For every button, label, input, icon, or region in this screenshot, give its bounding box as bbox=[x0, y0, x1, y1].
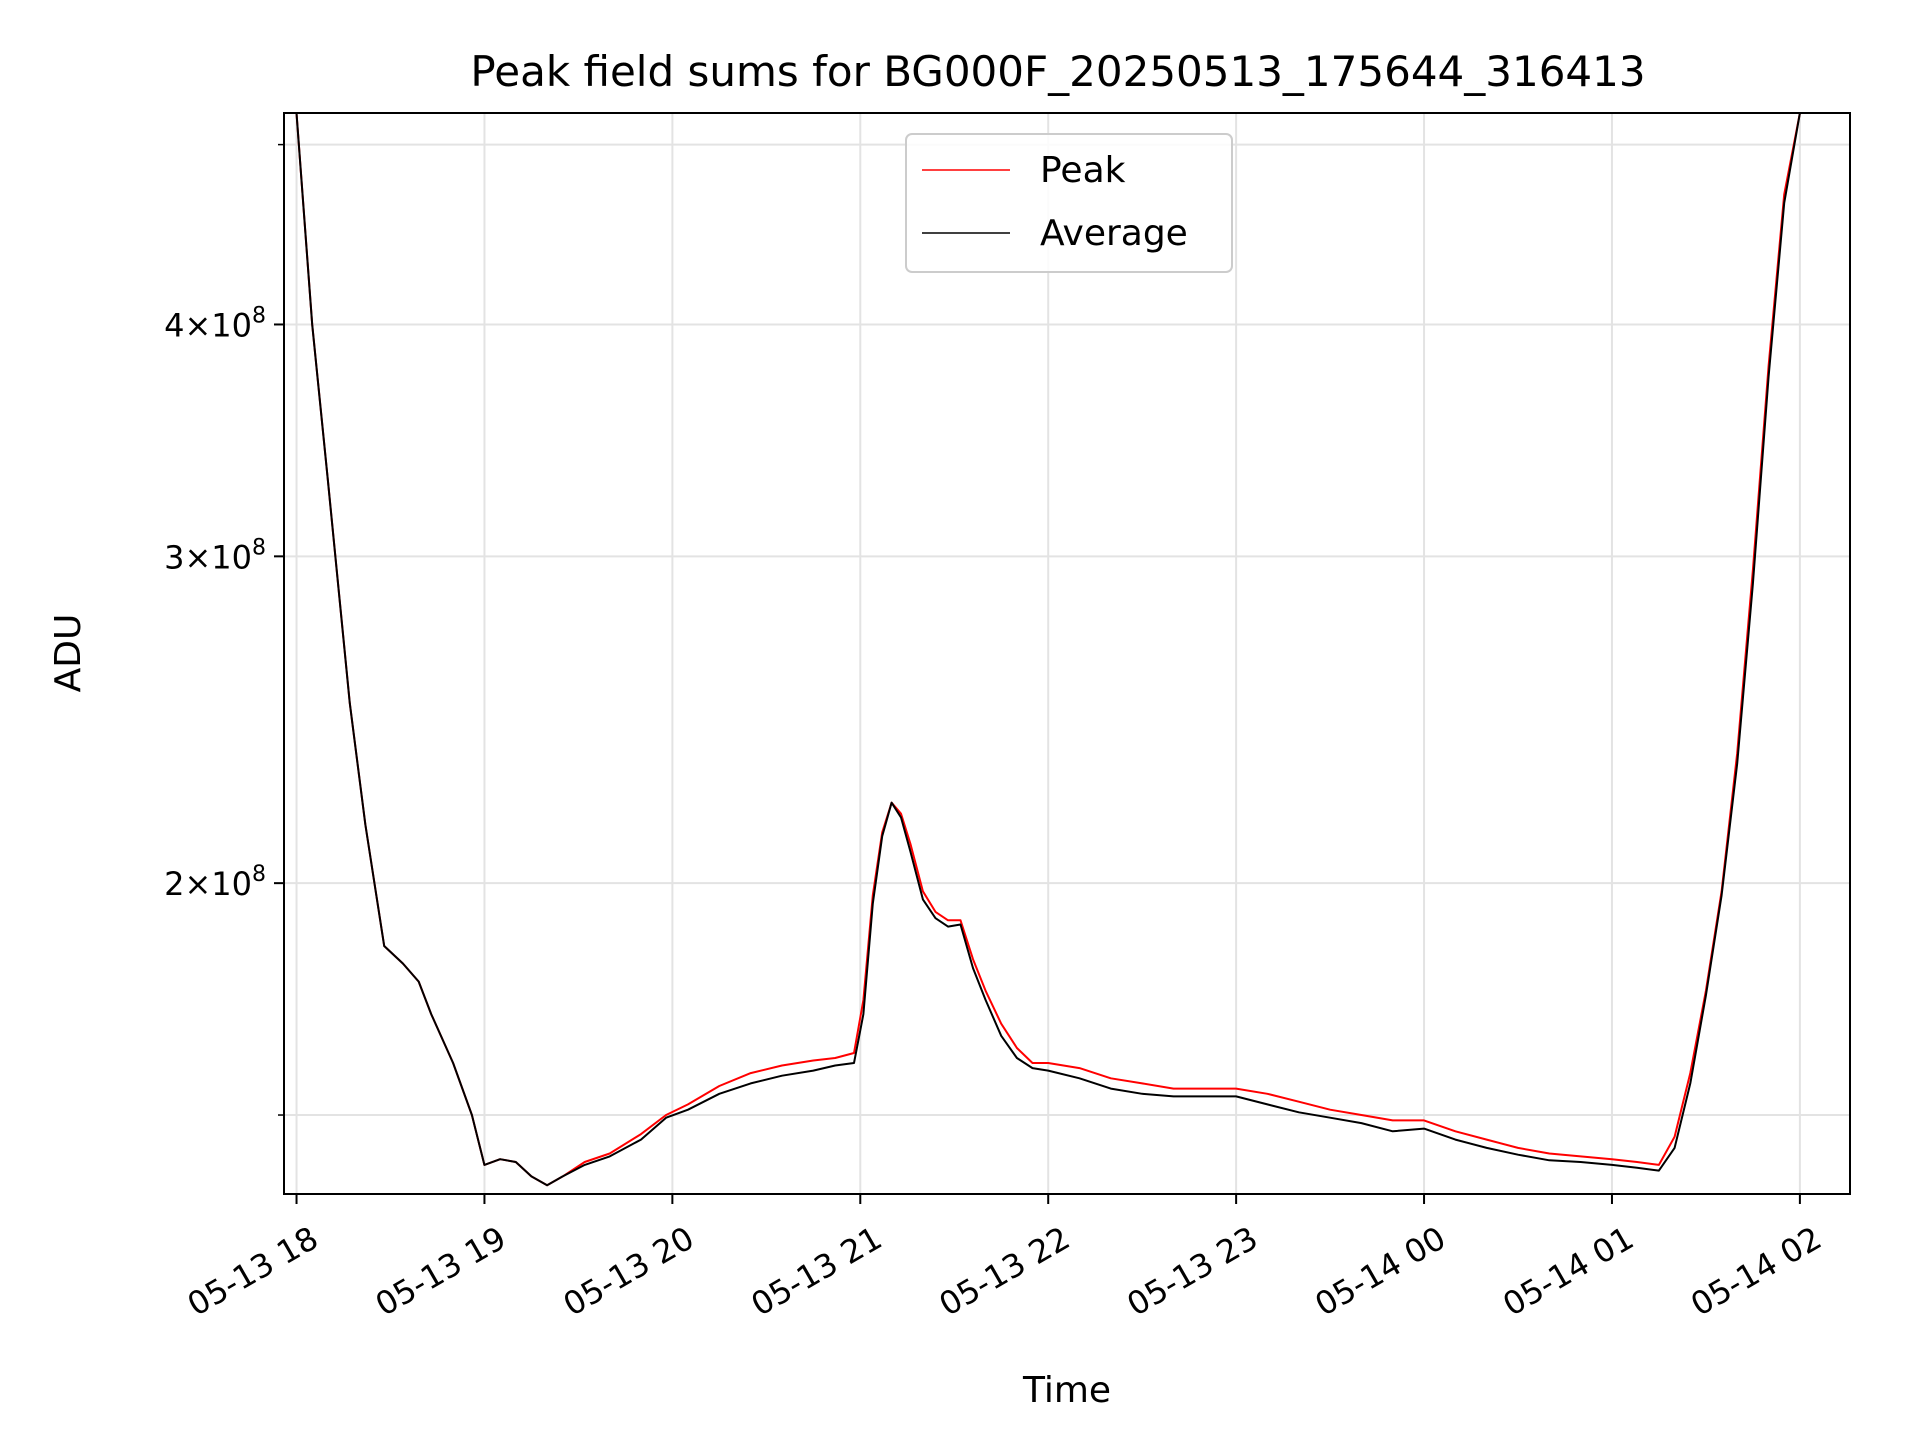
legend-label-average: Average bbox=[1040, 213, 1188, 254]
chart-title: Peak field sums for BG000F_20250513_1756… bbox=[470, 47, 1645, 96]
y-axis-label: ADU bbox=[48, 614, 89, 693]
y-tick-label: 4×108 bbox=[164, 303, 266, 344]
x-axis-label: Time bbox=[1022, 1370, 1111, 1411]
series-layer bbox=[295, 113, 1802, 1187]
y-tick-label: 3×108 bbox=[164, 535, 266, 576]
legend-box bbox=[905, 133, 1233, 273]
y-axis: 2×108 3×108 4×108 bbox=[164, 143, 284, 1116]
legend: Peak Average bbox=[905, 133, 1233, 273]
plot-frame bbox=[283, 112, 1851, 1195]
y-tick-label: 2×108 bbox=[164, 862, 266, 903]
legend-label-peak: Peak bbox=[1040, 150, 1126, 191]
series-line-average bbox=[295, 113, 1802, 1187]
